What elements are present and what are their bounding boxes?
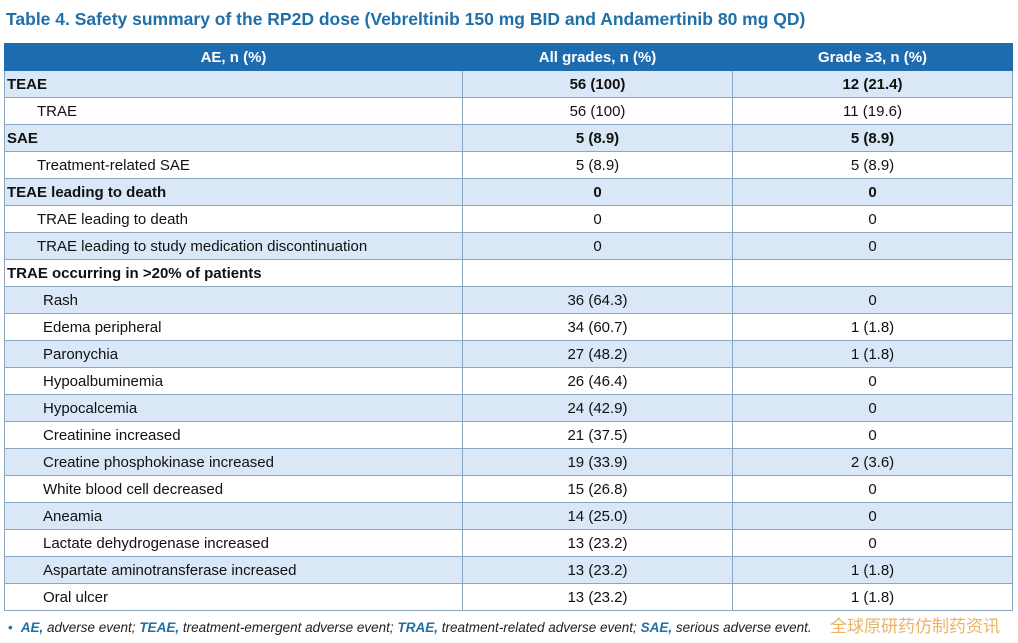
footnote-definition: serious adverse event. xyxy=(672,620,812,635)
row-all-grades: 13 (23.2) xyxy=(462,529,733,557)
row-label: Rash xyxy=(4,286,463,314)
row-grade-3: 1 (1.8) xyxy=(732,340,1013,368)
row-label: TRAE occurring in >20% of patients xyxy=(4,259,463,287)
row-label: Edema peripheral xyxy=(4,313,463,341)
header-ae: AE, n (%) xyxy=(4,43,463,71)
row-grade-3: 1 (1.8) xyxy=(732,583,1013,611)
table-row: Edema peripheral 34 (60.7) 1 (1.8) xyxy=(4,313,1013,341)
row-grade-3: 0 xyxy=(732,178,1013,206)
table-row: Hypoalbuminemia 26 (46.4) 0 xyxy=(4,367,1013,395)
table-row: Lactate dehydrogenase increased 13 (23.2)… xyxy=(4,529,1013,557)
table-row: TEAE leading to death 0 0 xyxy=(4,178,1013,206)
header-all-grades: All grades, n (%) xyxy=(462,43,733,71)
row-label: Hypoalbuminemia xyxy=(4,367,463,395)
table-header-row: AE, n (%) All grades, n (%) Grade ≥3, n … xyxy=(4,43,1013,71)
row-label: Lactate dehydrogenase increased xyxy=(4,529,463,557)
row-all-grades: 19 (33.9) xyxy=(462,448,733,476)
row-grade-3: 0 xyxy=(732,502,1013,530)
row-all-grades: 15 (26.8) xyxy=(462,475,733,503)
table-row: White blood cell decreased 15 (26.8) 0 xyxy=(4,475,1013,503)
row-all-grades: 21 (37.5) xyxy=(462,421,733,449)
row-grade-3: 0 xyxy=(732,475,1013,503)
table-row: TEAE 56 (100) 12 (21.4) xyxy=(4,70,1013,98)
table-row: TRAE leading to death 0 0 xyxy=(4,205,1013,233)
row-label: TRAE leading to study medication discont… xyxy=(4,232,463,260)
row-label: Oral ulcer xyxy=(4,583,463,611)
row-label: Paronychia xyxy=(4,340,463,368)
table-row: Aneamia 14 (25.0) 0 xyxy=(4,502,1013,530)
table-row: Creatine phosphokinase increased 19 (33.9… xyxy=(4,448,1013,476)
footnote-abbr: TEAE, xyxy=(139,620,180,635)
row-grade-3: 2 (3.6) xyxy=(732,448,1013,476)
table-row: Hypocalcemia 24 (42.9) 0 xyxy=(4,394,1013,422)
table-row: SAE 5 (8.9) 5 (8.9) xyxy=(4,124,1013,152)
footnote-bullet: • xyxy=(8,620,13,635)
row-all-grades: 0 xyxy=(462,205,733,233)
row-grade-3: 0 xyxy=(732,286,1013,314)
safety-summary-table: AE, n (%) All grades, n (%) Grade ≥3, n … xyxy=(4,43,1013,611)
row-label: TEAE xyxy=(4,70,463,98)
row-grade-3: 1 (1.8) xyxy=(732,556,1013,584)
row-all-grades: 27 (48.2) xyxy=(462,340,733,368)
table-row: Aspartate aminotransferase increased 13 (… xyxy=(4,556,1013,584)
table-row: Creatinine increased 21 (37.5) 0 xyxy=(4,421,1013,449)
footnote-definition: treatment-related adverse event; xyxy=(437,620,641,635)
row-grade-3: 0 xyxy=(732,394,1013,422)
row-all-grades: 13 (23.2) xyxy=(462,556,733,584)
row-label: Creatinine increased xyxy=(4,421,463,449)
row-all-grades: 36 (64.3) xyxy=(462,286,733,314)
watermark: 全球原研药仿制药资讯 xyxy=(830,617,1000,637)
footnote-abbr: TRAE, xyxy=(397,620,438,635)
table-row: Oral ulcer 13 (23.2) 1 (1.8) xyxy=(4,583,1013,611)
footnote: • AE, adverse event; TEAE, treatment-emer… xyxy=(8,620,812,635)
table-row: TRAE leading to study medication discont… xyxy=(4,232,1013,260)
table-row: Treatment-related SAE 5 (8.9) 5 (8.9) xyxy=(4,151,1013,179)
row-label: Aneamia xyxy=(4,502,463,530)
row-grade-3: 1 (1.8) xyxy=(732,313,1013,341)
row-label: Treatment-related SAE xyxy=(4,151,463,179)
footnote-definition: treatment-emergent adverse event; xyxy=(179,620,398,635)
table-body: TEAE 56 (100) 12 (21.4) TRAE 56 (100) 11 (19.… xyxy=(4,70,1013,611)
footnote-abbr: AE, xyxy=(20,620,44,635)
header-grade-3: Grade ≥3, n (%) xyxy=(732,43,1013,71)
row-all-grades: 13 (23.2) xyxy=(462,583,733,611)
row-all-grades: 5 (8.9) xyxy=(462,124,733,152)
table-row: TRAE 56 (100) 11 (19.6) xyxy=(4,97,1013,125)
row-grade-3: 0 xyxy=(732,529,1013,557)
table-row: TRAE occurring in >20% of patients xyxy=(4,259,1013,287)
row-label: Creatine phosphokinase increased xyxy=(4,448,463,476)
table-row: Paronychia 27 (48.2) 1 (1.8) xyxy=(4,340,1013,368)
row-label: TRAE leading to death xyxy=(4,205,463,233)
row-all-grades: 34 (60.7) xyxy=(462,313,733,341)
row-all-grades: 56 (100) xyxy=(462,97,733,125)
row-label: TEAE leading to death xyxy=(4,178,463,206)
row-grade-3: 5 (8.9) xyxy=(732,124,1013,152)
row-all-grades xyxy=(462,259,733,287)
row-grade-3: 5 (8.9) xyxy=(732,151,1013,179)
table-title: Table 4. Safety summary of the RP2D dose… xyxy=(6,9,806,29)
row-grade-3 xyxy=(732,259,1013,287)
row-grade-3: 0 xyxy=(732,232,1013,260)
row-grade-3: 0 xyxy=(732,421,1013,449)
row-label: Hypocalcemia xyxy=(4,394,463,422)
row-grade-3: 12 (21.4) xyxy=(732,70,1013,98)
row-label: TRAE xyxy=(4,97,463,125)
row-all-grades: 0 xyxy=(462,178,733,206)
row-all-grades: 56 (100) xyxy=(462,70,733,98)
row-all-grades: 0 xyxy=(462,232,733,260)
row-grade-3: 0 xyxy=(732,367,1013,395)
row-label: SAE xyxy=(4,124,463,152)
row-label: White blood cell decreased xyxy=(4,475,463,503)
footnote-abbr: SAE, xyxy=(640,620,673,635)
row-label: Aspartate aminotransferase increased xyxy=(4,556,463,584)
row-grade-3: 11 (19.6) xyxy=(732,97,1013,125)
row-grade-3: 0 xyxy=(732,205,1013,233)
table-row: Rash 36 (64.3) 0 xyxy=(4,286,1013,314)
row-all-grades: 14 (25.0) xyxy=(462,502,733,530)
footnote-definition: adverse event; xyxy=(43,620,140,635)
row-all-grades: 5 (8.9) xyxy=(462,151,733,179)
row-all-grades: 24 (42.9) xyxy=(462,394,733,422)
row-all-grades: 26 (46.4) xyxy=(462,367,733,395)
